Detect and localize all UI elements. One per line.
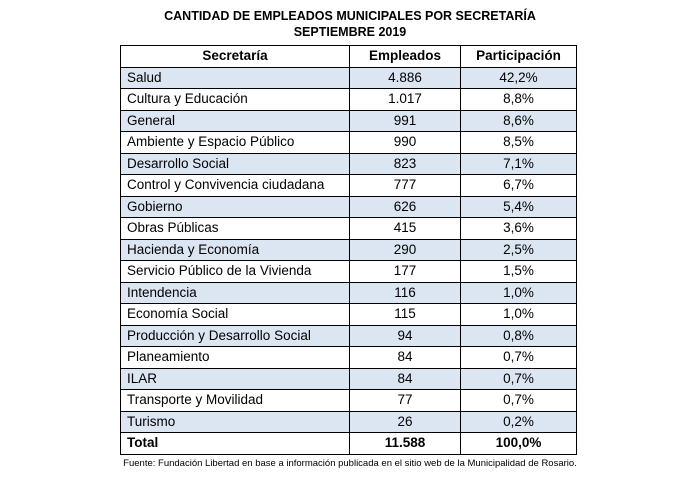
row-empleados: 991	[349, 109, 461, 132]
row-secretaria: ILAR	[120, 367, 350, 390]
row-participacion: 42,2%	[460, 66, 577, 89]
row-empleados: 777	[349, 174, 461, 197]
row-participacion: 3,6%	[460, 217, 577, 240]
row-participacion: 5,4%	[460, 195, 577, 218]
table-row: Economía Social 115 1,0%	[120, 303, 577, 326]
header-empleados: Empleados	[349, 45, 461, 68]
row-secretaria: Obras Públicas	[120, 217, 350, 240]
row-secretaria: Hacienda y Economía	[120, 238, 350, 261]
row-empleados: 626	[349, 195, 461, 218]
table-title: CANTIDAD DE EMPLEADOS MUNICIPALES POR SE…	[164, 9, 536, 23]
row-participacion: 0,7%	[460, 389, 577, 412]
row-participacion: 8,6%	[460, 109, 577, 132]
table-row: Planeamiento 84 0,7%	[120, 346, 577, 369]
row-secretaria: Turismo	[120, 410, 350, 433]
row-participacion: 1,5%	[460, 260, 577, 283]
table-row: Salud 4.886 42,2%	[120, 66, 577, 89]
row-secretaria: Cultura y Educación	[120, 88, 350, 111]
table-row: ILAR 84 0,7%	[120, 367, 577, 390]
row-secretaria: Control y Convivencia ciudadana	[120, 174, 350, 197]
row-secretaria: General	[120, 109, 350, 132]
row-secretaria: Producción y Desarrollo Social	[120, 324, 350, 347]
total-row: Total 11.588 100,0%	[120, 432, 577, 455]
table-body: Salud 4.886 42,2% Cultura y Educación 1.017 8…	[120, 66, 577, 455]
row-secretaria: Planeamiento	[120, 346, 350, 369]
row-participacion: 2,5%	[460, 238, 577, 261]
table-row: Ambiente y Espacio Público 990 8,5%	[120, 131, 577, 154]
row-participacion: 1,0%	[460, 303, 577, 326]
row-empleados: 77	[349, 389, 461, 412]
total-label: Total	[120, 432, 350, 455]
table-row: Desarrollo Social 823 7,1%	[120, 152, 577, 175]
row-empleados: 823	[349, 152, 461, 175]
row-empleados: 94	[349, 324, 461, 347]
table-row: Control y Convivencia ciudadana 777 6,7%	[120, 174, 577, 197]
row-participacion: 0,2%	[460, 410, 577, 433]
row-empleados: 84	[349, 346, 461, 369]
row-empleados: 1.017	[349, 88, 461, 111]
row-empleados: 84	[349, 367, 461, 390]
row-secretaria: Salud	[120, 66, 350, 89]
row-empleados: 177	[349, 260, 461, 283]
table-row: Hacienda y Economía 290 2,5%	[120, 238, 577, 261]
row-empleados: 116	[349, 281, 461, 304]
row-participacion: 8,8%	[460, 88, 577, 111]
table-subtitle: SEPTIEMBRE 2019	[293, 25, 407, 39]
header-participacion: Participación	[460, 45, 577, 68]
total-participacion: 100,0%	[460, 432, 577, 455]
table-row: Producción y Desarrollo Social 94 0,8%	[120, 324, 577, 347]
row-secretaria: Gobierno	[120, 195, 350, 218]
table-row: Cultura y Educación 1.017 8,8%	[120, 88, 577, 111]
table-row: Intendencia 116 1,0%	[120, 281, 577, 304]
row-participacion: 1,0%	[460, 281, 577, 304]
row-participacion: 0,8%	[460, 324, 577, 347]
table-row: Obras Públicas 415 3,6%	[120, 217, 577, 240]
row-empleados: 415	[349, 217, 461, 240]
row-secretaria: Economía Social	[120, 303, 350, 326]
header-secretaria: Secretaría	[120, 45, 350, 68]
table-row: Servicio Público de la Vivienda 177 1,5%	[120, 260, 577, 283]
row-secretaria: Servicio Público de la Vivienda	[120, 260, 350, 283]
row-participacion: 7,1%	[460, 152, 577, 175]
source-note: Fuente: Fundación Libertad en base a inf…	[123, 458, 577, 469]
table-row: Gobierno 626 5,4%	[120, 195, 577, 218]
row-secretaria: Transporte y Movilidad	[120, 389, 350, 412]
row-empleados: 990	[349, 131, 461, 154]
total-empleados: 11.588	[349, 432, 461, 455]
table-row: Transporte y Movilidad 77 0,7%	[120, 389, 577, 412]
row-participacion: 8,5%	[460, 131, 577, 154]
row-empleados: 115	[349, 303, 461, 326]
row-empleados: 290	[349, 238, 461, 261]
row-participacion: 6,7%	[460, 174, 577, 197]
table-row: Turismo 26 0,2%	[120, 410, 577, 433]
row-empleados: 26	[349, 410, 461, 433]
row-secretaria: Desarrollo Social	[120, 152, 350, 175]
employees-table: Secretaría Empleados Participación Salud…	[120, 45, 577, 455]
table-row: General 991 8,6%	[120, 109, 577, 132]
row-secretaria: Intendencia	[120, 281, 350, 304]
row-empleados: 4.886	[349, 66, 461, 89]
row-participacion: 0,7%	[460, 367, 577, 390]
header-row: Secretaría Empleados Participación	[120, 45, 577, 68]
row-participacion: 0,7%	[460, 346, 577, 369]
row-secretaria: Ambiente y Espacio Público	[120, 131, 350, 154]
